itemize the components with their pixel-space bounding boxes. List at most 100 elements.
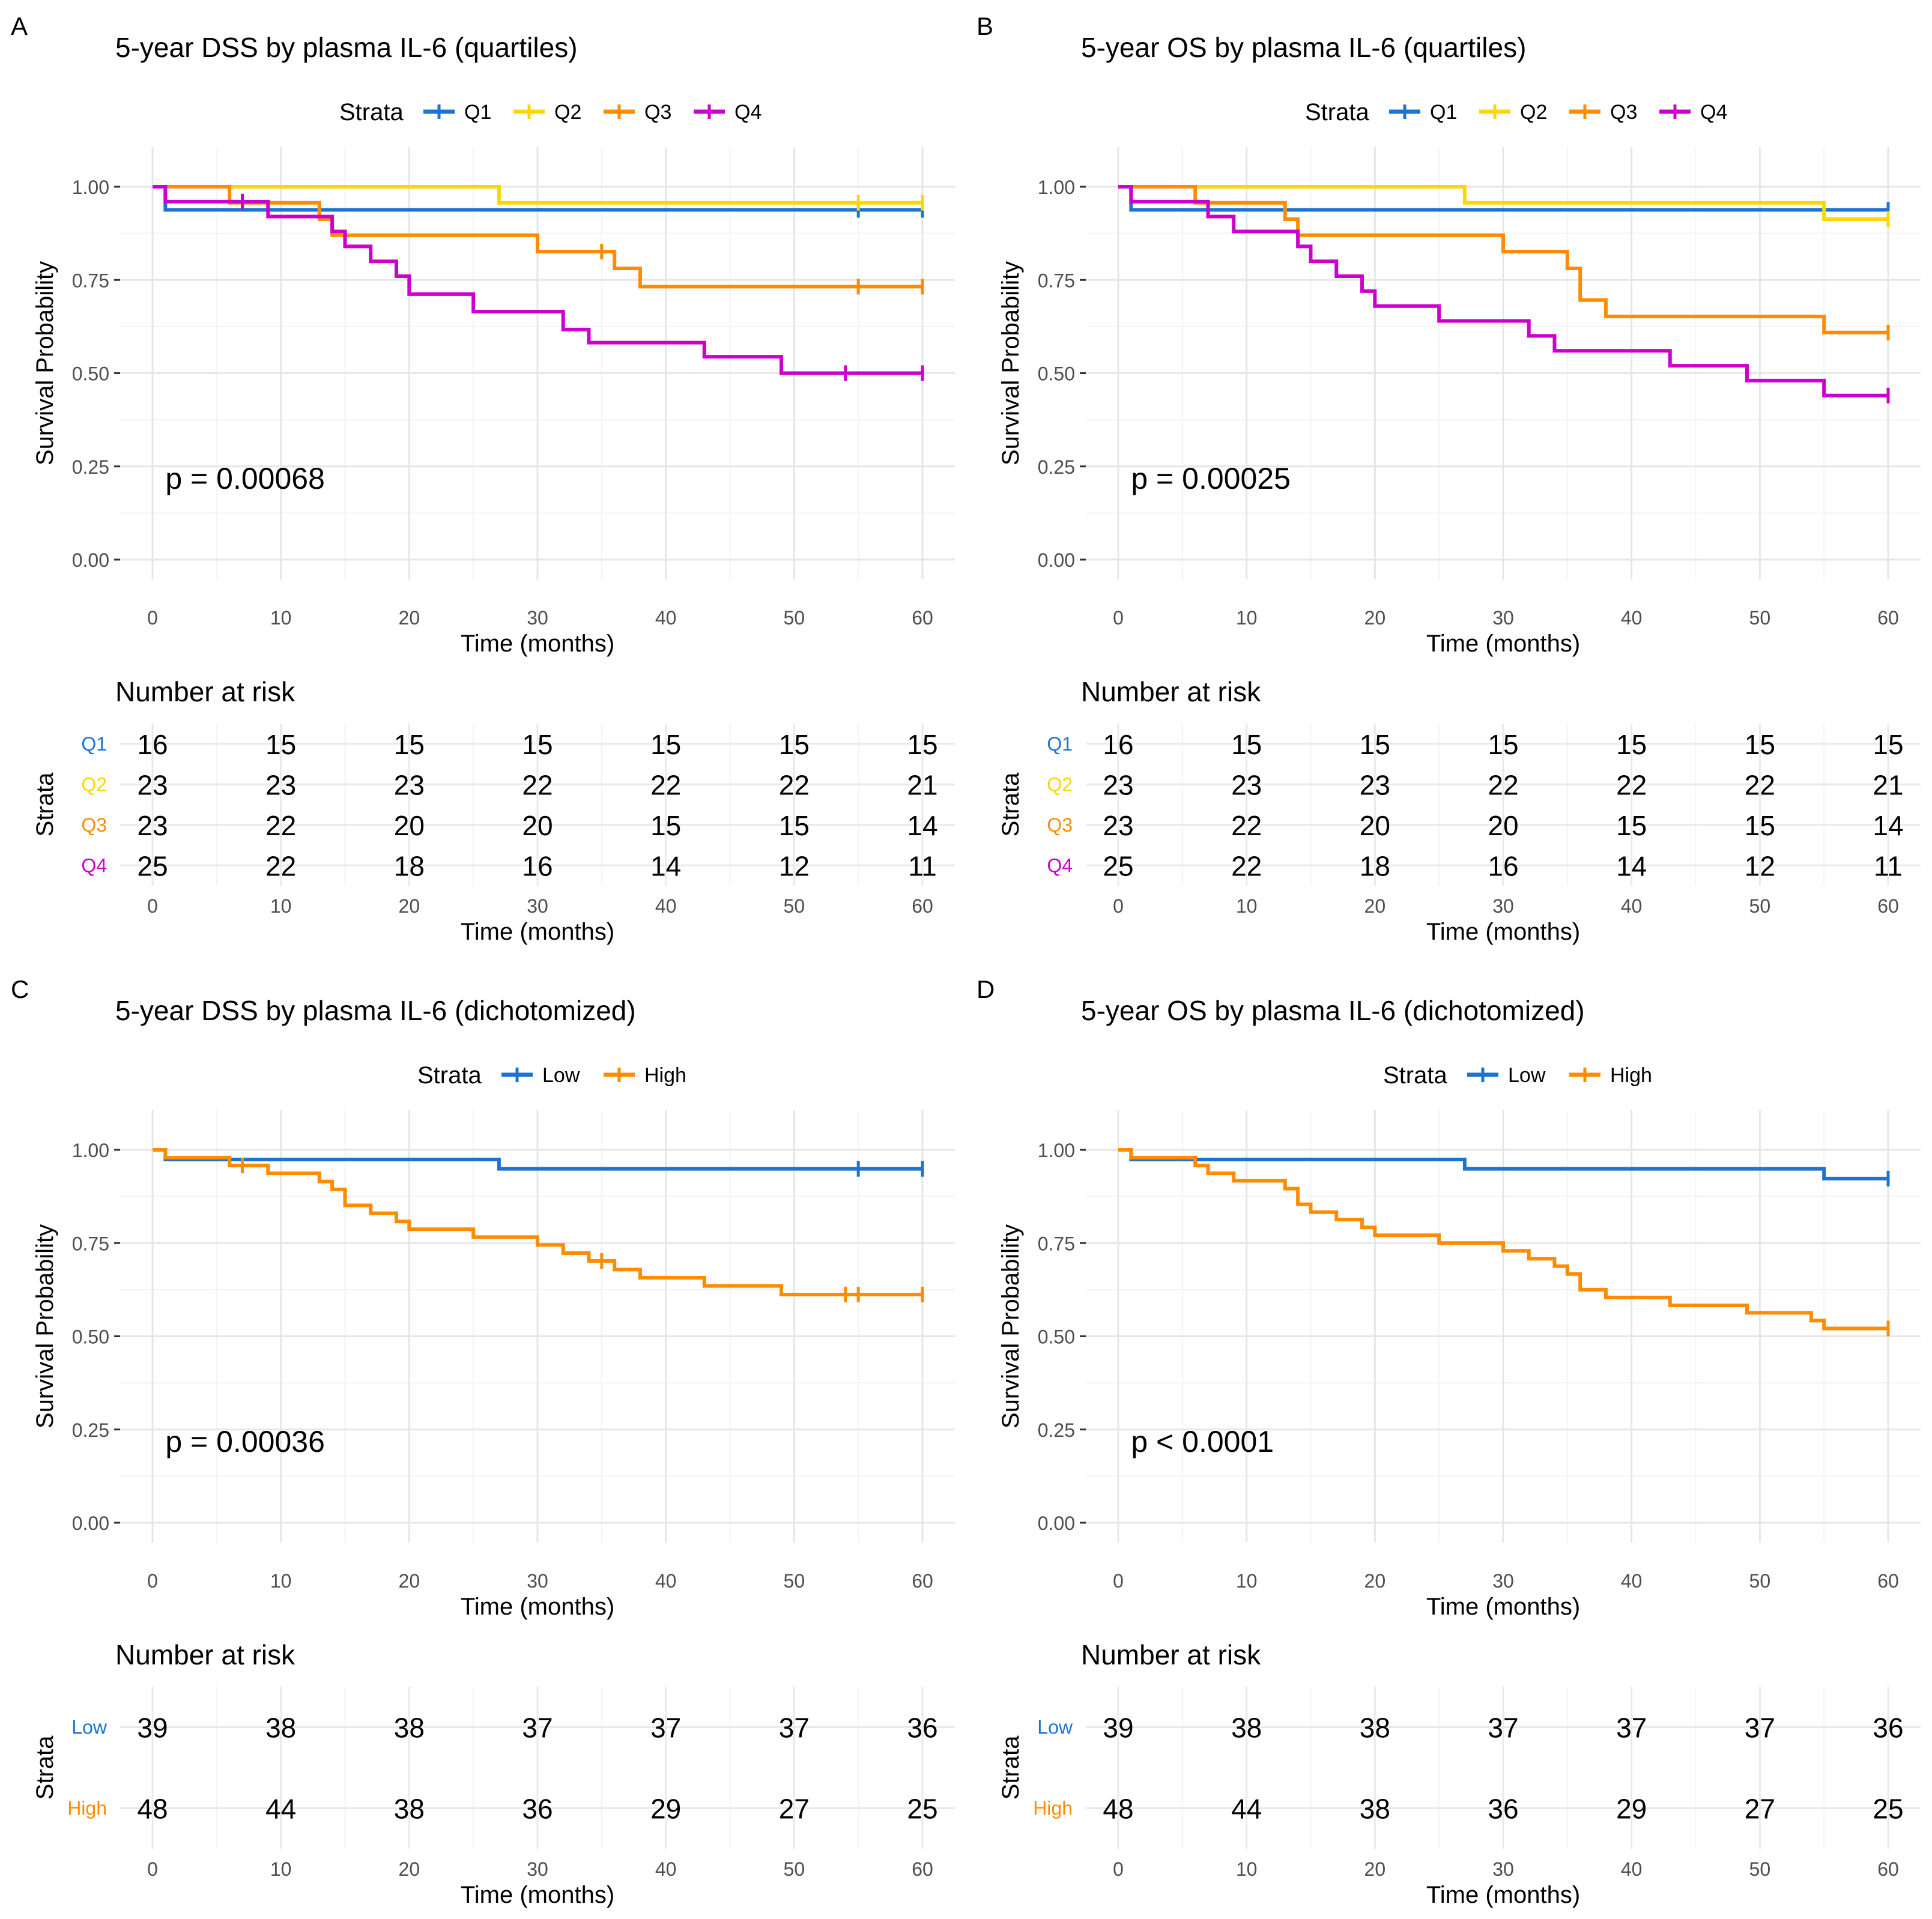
y-tick-label: 1.00 (1038, 1140, 1075, 1161)
plot-grid (1086, 147, 1921, 579)
risk-x-axis-title: Time (months) (1426, 1882, 1580, 1908)
x-tick-label: 40 (1621, 1570, 1643, 1592)
risk-count: 25 (1873, 1794, 1903, 1825)
x-tick-label: 60 (912, 1570, 933, 1592)
risk-table-title: Number at risk (115, 676, 295, 707)
legend: Strata Q1 Q2 Q3 Q4 (1305, 99, 1727, 125)
x-tick-label: 30 (1492, 1570, 1514, 1592)
risk-count: 11 (1874, 850, 1903, 881)
risk-x-tick-label: 30 (1492, 895, 1514, 917)
y-tick-label: 0.25 (72, 456, 109, 478)
risk-count: 25 (1103, 850, 1133, 881)
y-tick-label: 0.50 (1038, 363, 1075, 385)
y-tick-label: 0.75 (72, 1233, 109, 1254)
legend-label-q3: Q3 (1610, 101, 1637, 124)
y-tick-label: 0.75 (1038, 270, 1075, 291)
survival-curve-q2 (153, 185, 922, 205)
risk-count: 38 (265, 1712, 296, 1744)
risk-count: 22 (650, 769, 681, 800)
legend-label-q1: Q1 (464, 101, 491, 124)
risk-count: 36 (1488, 1794, 1518, 1825)
p-value: p < 0.0001 (1131, 1425, 1274, 1458)
legend-title: Strata (417, 1062, 482, 1089)
risk-x-tick-label: 20 (399, 895, 420, 917)
risk-count: 18 (1360, 850, 1390, 881)
risk-count: 36 (1873, 1712, 1903, 1744)
risk-x-tick-label: 0 (1113, 1858, 1124, 1880)
risk-count: 38 (1360, 1712, 1390, 1744)
risk-count: 14 (907, 810, 937, 841)
risk-count: 27 (1745, 1794, 1775, 1825)
risk-count: 11 (908, 850, 937, 881)
risk-count: 15 (1231, 729, 1262, 760)
risk-x-tick-label: 50 (784, 1858, 805, 1880)
y-tick-label: 0.25 (72, 1419, 109, 1441)
risk-y-axis-title: Strata (998, 772, 1024, 836)
risk-count: 14 (650, 850, 681, 881)
risk-count: 21 (907, 769, 937, 800)
risk-x-axis-title: Time (months) (1426, 919, 1580, 945)
legend-item-q2: Q2 (1479, 101, 1547, 124)
survival-curve-q3 (1118, 185, 1888, 334)
x-tick-label: 10 (270, 1570, 292, 1592)
chart-title: 5-year OS by plasma IL-6 (dichotomized) (1081, 995, 1585, 1026)
x-tick-label: 40 (1621, 607, 1643, 629)
risk-table-grid (1086, 724, 1921, 886)
risk-count: 20 (1488, 810, 1518, 841)
chart-title: 5-year OS by plasma IL-6 (quartiles) (1081, 32, 1526, 63)
risk-count: 23 (1103, 810, 1133, 841)
risk-count: 38 (394, 1712, 425, 1744)
risk-x-tick-label: 10 (270, 895, 292, 917)
y-tick-label: 1.00 (72, 177, 109, 198)
x-tick-label: 40 (655, 607, 677, 629)
risk-x-tick-label: 60 (912, 1858, 933, 1880)
risk-count: 14 (1873, 810, 1903, 841)
plot-grid (120, 1110, 955, 1543)
legend-item-low: Low (1467, 1064, 1546, 1087)
panel-a: A 5-year DSS by plasma IL-6 (quartiles) St… (11, 12, 955, 945)
y-tick-label: 0.00 (1038, 1513, 1075, 1534)
risk-row-label-high: High (67, 1798, 107, 1819)
x-tick-label: 30 (527, 1570, 548, 1592)
x-tick-label: 20 (399, 1570, 420, 1592)
risk-count: 29 (650, 1794, 681, 1825)
risk-count: 20 (522, 810, 553, 841)
x-axis-title: Time (months) (1426, 630, 1580, 657)
risk-x-tick-label: 40 (655, 895, 677, 917)
risk-table-title: Number at risk (1081, 676, 1261, 707)
survival-curve-q4 (153, 185, 922, 375)
risk-x-tick-label: 20 (1364, 895, 1386, 917)
risk-x-axis-title: Time (months) (461, 919, 614, 945)
y-axis-title: Survival Probability (998, 1224, 1024, 1428)
y-tick-label: 0.00 (72, 1513, 109, 1534)
risk-x-axis-title: Time (months) (461, 1882, 614, 1908)
y-tick-label: 1.00 (72, 1140, 109, 1161)
legend-label-q4: Q4 (734, 101, 762, 124)
risk-count: 22 (1488, 769, 1518, 800)
panel-letter: D (977, 975, 995, 1003)
risk-row-label-low: Low (71, 1717, 108, 1738)
y-axis-title: Survival Probability (32, 1224, 58, 1428)
risk-y-axis-title: Strata (998, 1735, 1024, 1800)
legend-label-high: High (1610, 1064, 1652, 1087)
risk-count: 20 (1360, 810, 1390, 841)
risk-row-label-q1: Q1 (81, 733, 107, 755)
legend-title: Strata (1305, 99, 1369, 125)
panel-letter: A (11, 12, 28, 40)
legend-title: Strata (1383, 1062, 1447, 1089)
y-tick-label: 0.50 (72, 363, 109, 385)
risk-x-tick-label: 40 (1621, 895, 1643, 917)
risk-count: 15 (1616, 810, 1647, 841)
risk-count: 37 (1745, 1712, 1775, 1744)
risk-count: 15 (907, 729, 937, 760)
legend-label-q2: Q2 (1520, 101, 1547, 124)
risk-count: 18 (394, 850, 425, 881)
risk-count: 15 (1745, 729, 1775, 760)
risk-row-label-q2: Q2 (1047, 773, 1073, 795)
risk-count: 22 (1231, 850, 1262, 881)
x-tick-label: 50 (1749, 607, 1771, 629)
risk-row-label-q4: Q4 (81, 854, 107, 876)
x-tick-label: 30 (527, 607, 548, 629)
legend-label-q2: Q2 (554, 101, 581, 124)
survival-curve-q2 (1118, 185, 1888, 222)
